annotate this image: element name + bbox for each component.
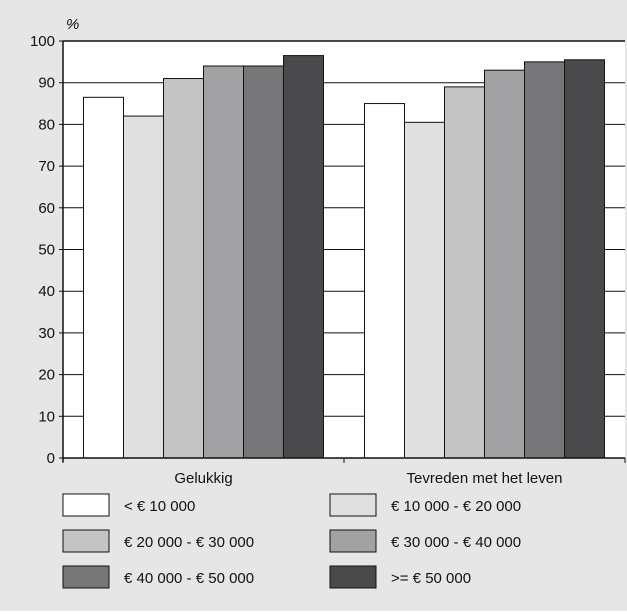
y-tick-label: 20 <box>38 367 55 384</box>
bar-gelukkig-series-5 <box>243 65 284 459</box>
bar-tevreden-series-3 <box>444 86 485 459</box>
bar-tevreden-series-2 <box>404 121 445 459</box>
y-tick-label: 80 <box>38 116 55 133</box>
legend-swatch <box>329 565 377 589</box>
bar-gelukkig-series-6 <box>283 55 324 459</box>
legend-label: € 10 000 - € 20 000 <box>391 498 521 515</box>
bar-tevreden-series-1 <box>364 103 405 459</box>
y-tick-label: 50 <box>38 242 55 259</box>
y-tick-label: 60 <box>38 200 55 217</box>
bar-gelukkig-series-2 <box>123 115 164 459</box>
y-tick-label: 100 <box>30 33 55 50</box>
y-tick-label: 0 <box>47 450 55 467</box>
y-tick-label: 30 <box>38 325 55 342</box>
y-axis-label: % <box>66 16 79 33</box>
legend-label: >= € 50 000 <box>391 570 471 587</box>
x-category-label: Tevreden met het leven <box>407 470 563 487</box>
bar-tevreden-series-5 <box>524 61 565 459</box>
legend-swatch <box>62 565 110 589</box>
y-tick-label: 70 <box>38 158 55 175</box>
y-tick-label: 90 <box>38 75 55 92</box>
legend-label: € 30 000 - € 40 000 <box>391 534 521 551</box>
legend-swatch <box>62 493 110 517</box>
legend-label: € 20 000 - € 30 000 <box>124 534 254 551</box>
legend-swatch <box>62 529 110 553</box>
legend-swatch <box>329 493 377 517</box>
bar-gelukkig-series-4 <box>203 65 244 459</box>
y-tick-label: 40 <box>38 283 55 300</box>
legend-swatch <box>329 529 377 553</box>
x-category-label: Gelukkig <box>174 470 232 487</box>
bar-tevreden-series-6 <box>564 59 605 459</box>
bar-tevreden-series-4 <box>484 69 525 459</box>
bar-gelukkig-series-3 <box>163 78 204 459</box>
legend-label: < € 10 000 <box>124 498 195 515</box>
bar-gelukkig-series-1 <box>83 96 124 459</box>
y-tick-label: 10 <box>38 408 55 425</box>
legend-label: € 40 000 - € 50 000 <box>124 570 254 587</box>
